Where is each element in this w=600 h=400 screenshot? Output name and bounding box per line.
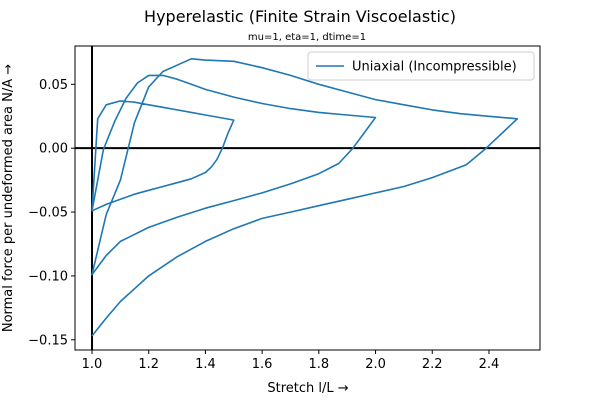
x-tick-label: 1.8 [308,357,329,372]
legend-label: Uniaxial (Incompressible) [352,60,517,75]
plot-area: 1.0 1.2 1.4 1.6 1.8 2.0 2.2 2.4 0.05 0.00 −0.05 −0.… [28,45,541,372]
chart-subtitle: mu=1, eta=1, dtime=1 [248,32,366,43]
y-tick-label: −0.10 [28,269,68,284]
y-tick-label: −0.15 [28,333,68,348]
x-tick-label: 1.4 [195,357,216,372]
y-axis-label: Normal force per undeformed area N/A → [1,64,16,332]
x-tick-label: 2.0 [365,357,386,372]
x-axis-label: Stretch l/L → [267,381,348,396]
y-tick-label: 0.05 [39,78,68,93]
chart-title: Hyperelastic (Finite Strain Viscoelastic… [144,7,456,26]
series-line-0 [91,57,519,337]
y-tick-label: −0.05 [28,206,68,221]
x-tick-label: 2.2 [422,357,443,372]
x-tick-label: 1.2 [138,357,159,372]
y-tick-label: 0.00 [39,142,68,157]
axes-frame [74,45,541,351]
x-tick-label: 1.0 [82,357,103,372]
x-tick-label: 2.4 [479,357,500,372]
x-tick-label: 1.6 [252,357,273,372]
legend-box [307,51,535,81]
